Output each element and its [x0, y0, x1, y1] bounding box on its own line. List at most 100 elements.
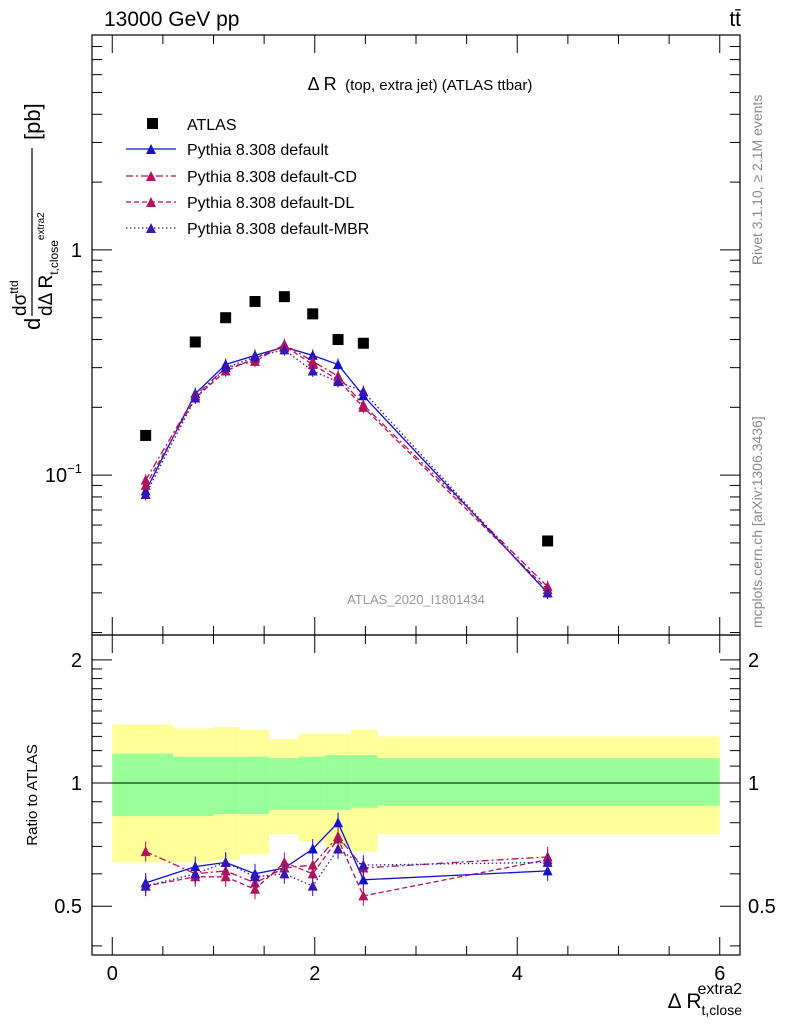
main-ylabel-den-sub: t,close	[47, 240, 61, 275]
legend-label-dl: Pythia 8.308 default-DL	[187, 195, 354, 212]
data-point-4	[278, 291, 290, 303]
legend-marker-atlas	[147, 118, 158, 129]
band-inner-bin-3	[239, 756, 270, 815]
band-inner-bin-4	[269, 758, 299, 810]
ratio-ytick-label-right-1: 1	[748, 773, 759, 795]
ratio-point-mbr-5	[307, 880, 318, 891]
main-point-mbr-6	[333, 376, 344, 387]
main-ytick-label-0: 1	[71, 240, 82, 262]
watermark: ATLAS_2020_I1801434	[347, 592, 485, 607]
band-inner-bin-7	[351, 755, 378, 808]
main-panel: 1 10−1 Δ R (top, extra jet) (ATLAS ttbar)…	[7, 34, 741, 636]
ratio-point-default-7	[358, 874, 369, 885]
ratio-point-dl-3	[250, 883, 261, 894]
main-point-default-5	[307, 349, 318, 360]
legend-marker-cd	[146, 171, 156, 181]
band-inner-bin-6	[324, 755, 352, 810]
main-line-mbr	[145, 349, 549, 594]
legend-label-default: Pythia 8.308 default	[187, 142, 329, 159]
ratio-point-default-6	[333, 817, 344, 828]
ratio-point-mbr-3	[250, 871, 261, 882]
main-ylabel-den-sup: extra2	[36, 212, 47, 240]
main-point-default-6	[333, 358, 344, 369]
main-point-mbr-4	[279, 344, 290, 355]
band-inner-bin-8	[377, 758, 720, 806]
ratio-ytick-label-right-0: 0.5	[748, 896, 776, 918]
main-points-layer	[140, 291, 554, 599]
x-axis-label-sup: extra2	[698, 981, 743, 998]
x-tick-label-2: 4	[512, 963, 523, 985]
band-inner-bin-0	[112, 753, 173, 817]
ratio-ticks: 0.5 0.5 1 1 2 2 0 2 4 6	[54, 635, 776, 985]
data-point-0	[140, 429, 152, 441]
main-point-dl-0	[140, 479, 151, 490]
legend-label-atlas: ATLAS	[187, 117, 237, 134]
main-ylabel: d dσttd dΔ Rt,closeextra2 [pb]	[7, 103, 61, 330]
legend-label-mbr: Pythia 8.308 default-MBR	[187, 221, 369, 238]
main-ticks: 1 10−1	[45, 34, 740, 635]
ratio-points-layer	[140, 812, 553, 906]
ratio-ytick-label-0: 0.5	[54, 896, 82, 918]
ratio-ytick-label-1: 1	[71, 773, 82, 795]
main-ylabel-prefix: d	[20, 318, 45, 330]
main-ylabel-denominator: dΔ Rt,closeextra2	[36, 212, 61, 316]
main-series-layer	[145, 343, 549, 594]
ratio-point-mbr-2	[220, 856, 231, 867]
main-point-mbr-5	[307, 365, 318, 376]
main-point-mbr-3	[250, 351, 261, 362]
main-point-dl-5	[307, 358, 318, 369]
main-ylabel-num-d: dσ	[10, 293, 31, 316]
ratio-point-mbr-6	[333, 843, 344, 854]
legend-marker-mbr	[146, 223, 156, 233]
ratio-line-cd	[145, 835, 548, 884]
data-point-3	[249, 296, 261, 308]
main-line-cd	[145, 343, 549, 588]
rivet-label: Rivet 3.1.10, ≥ 2.1M events	[749, 95, 765, 265]
legend-marker-default	[146, 144, 156, 154]
main-title-main: Δ R	[308, 74, 337, 94]
x-axis-label-main: Δ R	[668, 990, 702, 1013]
legend-marker-dl	[146, 197, 156, 207]
main-line-dl	[145, 345, 549, 591]
main-ytick-label-exp: −1	[67, 461, 82, 476]
ratio-point-dl-2	[220, 871, 231, 882]
mcplots-label: mcplots.cern.ch [arXiv:1306.3436]	[749, 416, 765, 628]
data-point-7	[357, 337, 369, 349]
main-ylabel-num-sup: ttd	[7, 280, 21, 293]
main-ylabel-den-d: dΔ R	[36, 275, 57, 316]
band-inner-bin-2	[213, 756, 240, 815]
main-title-rest: (top, extra jet) (ATLAS ttbar)	[345, 77, 532, 94]
ratio-point-mbr-7	[358, 859, 369, 870]
data-point-2	[220, 312, 232, 324]
x-tick-label-0: 0	[107, 963, 118, 985]
main-point-mbr-2	[220, 362, 231, 373]
ratio-ytick-label-2: 2	[71, 650, 82, 672]
x-axis-label-sub: t,close	[702, 1002, 743, 1018]
ratio-panel: 0.5 0.5 1 1 2 2 0 2 4 6 Ratio to ATLAS	[24, 634, 776, 985]
ratio-point-dl-7	[358, 890, 369, 901]
main-ytick-label-base: 10	[45, 465, 67, 487]
main-ytick-label-1: 10−1	[45, 461, 82, 487]
header-right: tt̄	[729, 8, 741, 31]
ratio-point-mbr-4	[279, 868, 290, 879]
main-point-mbr-7	[358, 386, 369, 397]
x-axis-label: Δ Rt,close	[668, 990, 743, 1018]
main-point-mbr-8	[542, 587, 553, 598]
main-line-default	[145, 346, 549, 594]
band-inner-bin-1	[173, 756, 214, 817]
main-point-mbr-0	[140, 489, 151, 500]
ratio-point-mbr-1	[190, 868, 201, 879]
ratio-point-mbr-0	[140, 880, 151, 891]
data-point-8	[542, 535, 554, 547]
ratio-point-cd-0	[140, 846, 151, 857]
ratio-ylabel: Ratio to ATLAS	[24, 744, 41, 845]
main-title: Δ R (top, extra jet) (ATLAS ttbar)	[308, 74, 533, 94]
main-ylabel-numerator: dσttd	[7, 280, 31, 316]
legend: ATLAS Pythia 8.308 default Pythia 8.308 …	[126, 117, 369, 238]
legend-label-cd: Pythia 8.308 default-CD	[187, 169, 357, 186]
main-point-dl-7	[358, 401, 369, 412]
ratio-point-default-5	[307, 843, 318, 854]
data-point-6	[332, 334, 344, 346]
x-tick-label-1: 2	[309, 963, 320, 985]
